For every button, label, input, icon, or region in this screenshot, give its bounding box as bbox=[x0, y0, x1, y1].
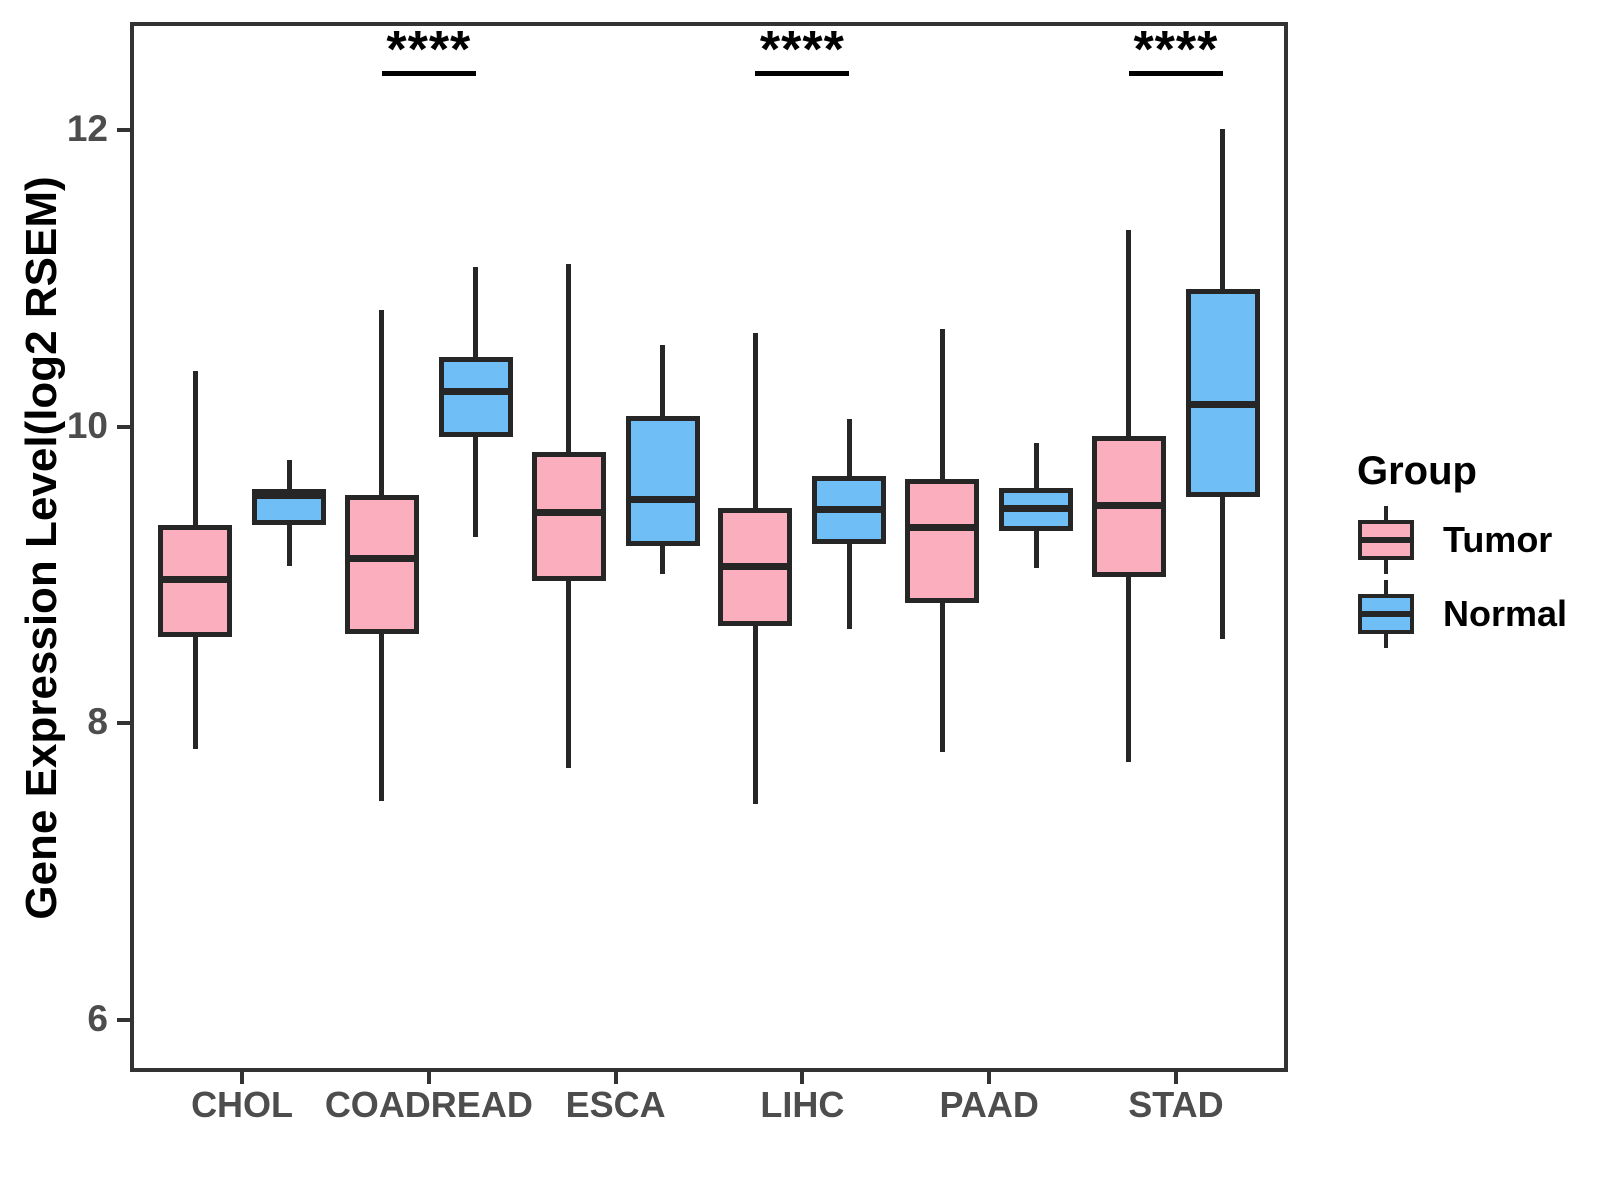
significance-bar-LIHC bbox=[755, 71, 850, 76]
x-tick-label-ESCA: ESCA bbox=[565, 1084, 666, 1125]
significance-stars-STAD: **** bbox=[1133, 21, 1219, 79]
box-normal-COADREAD bbox=[438, 357, 513, 438]
x-tick-label-CHOL: CHOL bbox=[191, 1084, 294, 1125]
x-tick-STAD bbox=[1173, 1072, 1178, 1084]
median-normal-CHOL bbox=[252, 491, 327, 499]
normal-key-whisker-bottom bbox=[1384, 634, 1388, 648]
legend-title: Group bbox=[1357, 449, 1477, 493]
median-tumor-PAAD bbox=[905, 524, 980, 532]
median-normal-PAAD bbox=[999, 504, 1074, 512]
significance-bar-COADREAD bbox=[381, 71, 476, 76]
x-tick-label-COADREAD: COADREAD bbox=[324, 1084, 533, 1125]
normal-key-whisker-top bbox=[1384, 580, 1388, 594]
box-tumor-PAAD bbox=[905, 478, 980, 604]
x-tick-LIHC bbox=[800, 1072, 805, 1084]
legend-label-tumor: Tumor bbox=[1443, 519, 1553, 560]
plot-panel bbox=[130, 22, 1288, 1072]
normal-key-median bbox=[1358, 611, 1414, 617]
median-normal-ESCA bbox=[625, 496, 700, 504]
median-normal-COADREAD bbox=[438, 387, 513, 395]
legend-label-normal: Normal bbox=[1443, 593, 1568, 634]
y-tick-label-12: 12 bbox=[66, 108, 108, 150]
x-tick-label-PAAD: PAAD bbox=[939, 1084, 1039, 1125]
normal-boxplot-key-icon bbox=[1357, 580, 1415, 648]
y-tick-label-10: 10 bbox=[66, 404, 108, 446]
median-tumor-COADREAD bbox=[344, 555, 419, 563]
x-tick-PAAD bbox=[987, 1072, 992, 1084]
legend: Group Tumor Normal bbox=[1357, 448, 1567, 648]
box-normal-STAD bbox=[1185, 288, 1260, 497]
y-tick-8 bbox=[117, 721, 130, 726]
tumor-key-whisker-top bbox=[1384, 506, 1388, 520]
x-tick-label-LIHC: LIHC bbox=[760, 1084, 845, 1125]
median-tumor-LIHC bbox=[718, 562, 793, 570]
tumor-boxplot-key-icon bbox=[1357, 506, 1415, 574]
y-tick-label-6: 6 bbox=[87, 998, 108, 1040]
box-tumor-ESCA bbox=[531, 452, 606, 582]
legend-item-tumor: Tumor bbox=[1357, 506, 1567, 574]
median-tumor-CHOL bbox=[158, 576, 233, 584]
y-tick-10 bbox=[117, 424, 130, 429]
significance-bar-STAD bbox=[1128, 71, 1223, 76]
y-tick-label-8: 8 bbox=[87, 701, 108, 743]
median-tumor-ESCA bbox=[531, 509, 606, 517]
median-normal-LIHC bbox=[812, 506, 887, 514]
x-tick-ESCA bbox=[613, 1072, 618, 1084]
x-tick-label-STAD: STAD bbox=[1128, 1084, 1224, 1125]
y-tick-6 bbox=[117, 1018, 130, 1023]
significance-stars-COADREAD: **** bbox=[386, 21, 472, 79]
tumor-key-median bbox=[1358, 537, 1414, 543]
legend-item-normal: Normal bbox=[1357, 580, 1567, 648]
median-normal-STAD bbox=[1185, 401, 1260, 409]
x-tick-COADREAD bbox=[426, 1072, 431, 1084]
box-normal-ESCA bbox=[625, 416, 700, 546]
median-tumor-STAD bbox=[1091, 501, 1166, 509]
significance-stars-LIHC: **** bbox=[759, 21, 845, 79]
box-tumor-COADREAD bbox=[344, 495, 419, 635]
x-tick-CHOL bbox=[240, 1072, 245, 1084]
y-tick-12 bbox=[117, 128, 130, 133]
tumor-key-whisker-bottom bbox=[1384, 560, 1388, 574]
